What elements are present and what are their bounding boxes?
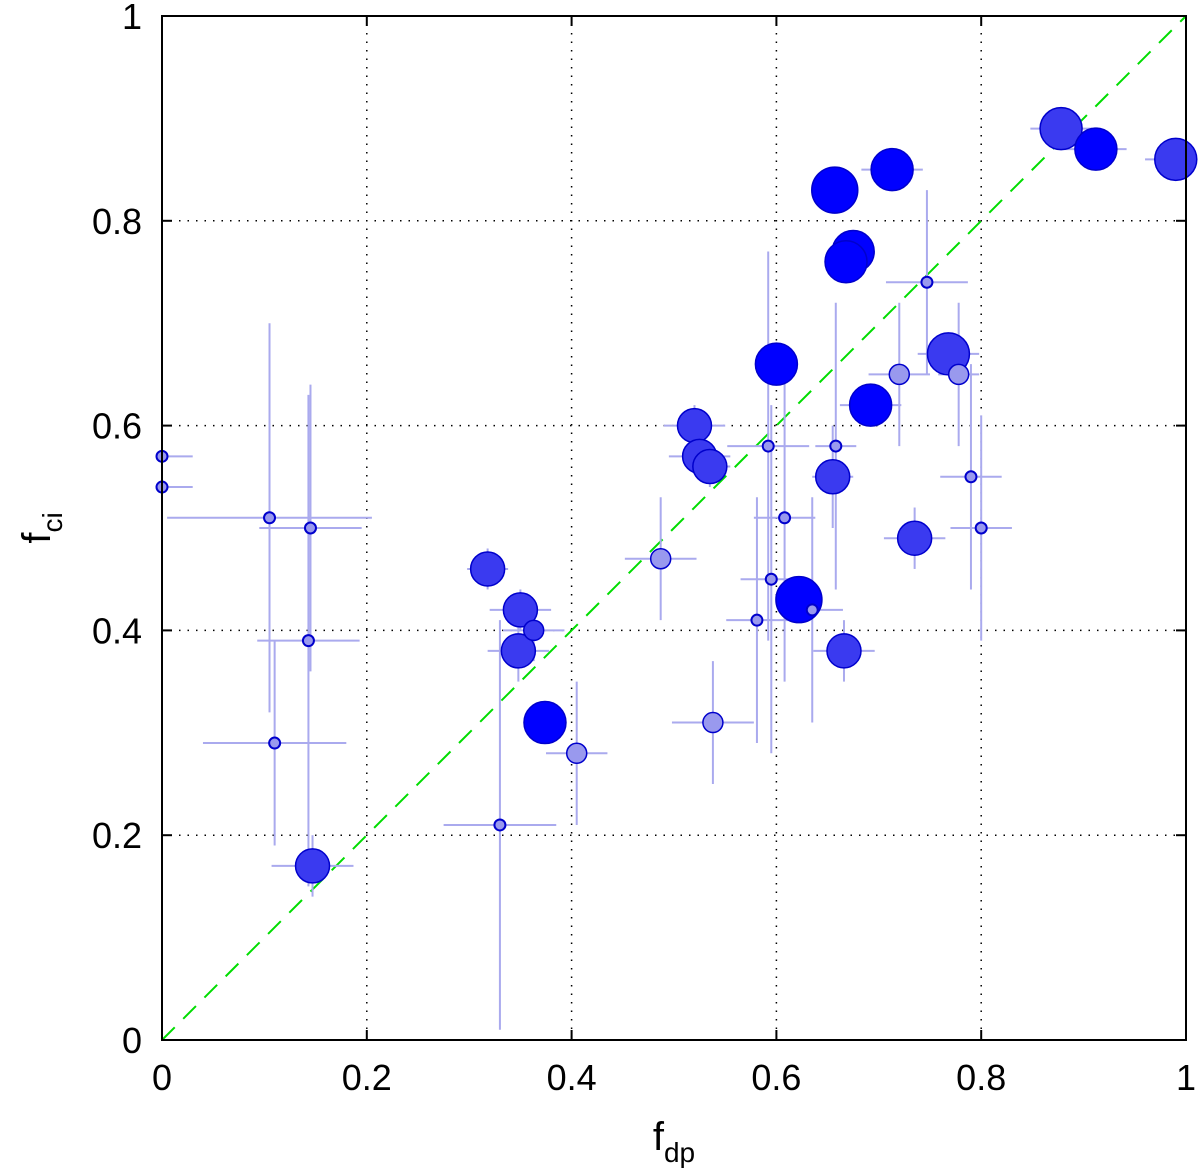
x-tick-label-3: 0.6 — [751, 1057, 801, 1098]
data-point-41 — [1039, 106, 1083, 151]
data-point-12 — [493, 818, 507, 832]
plot-frame — [161, 15, 1187, 1041]
data-point-3 — [303, 521, 317, 535]
data-point-15 — [676, 407, 713, 444]
data-point-6 — [294, 848, 331, 884]
data-point-36 — [920, 275, 934, 289]
x-tick-label-1: 0.2 — [342, 1057, 392, 1098]
data-point-27 — [814, 459, 851, 495]
data-point-19 — [754, 342, 799, 386]
y-tick-label-0: 0 — [122, 1020, 142, 1061]
reference-line-y-equals-x — [161, 15, 1187, 1041]
grid — [162, 16, 1186, 1040]
data-point-34 — [888, 363, 911, 386]
data-points — [155, 106, 1198, 884]
x-axis-label-base: f — [653, 1115, 665, 1159]
y-axis-label: fci — [15, 512, 68, 543]
data-point-14 — [649, 547, 672, 570]
x-tick-label-2: 0.4 — [547, 1057, 597, 1098]
data-point-29 — [811, 166, 859, 214]
data-point-20 — [761, 439, 775, 453]
data-point-21 — [778, 511, 792, 525]
data-point-33 — [848, 383, 893, 427]
y-tick-label-3: 0.6 — [92, 406, 142, 447]
x-tick-labels: 0 0.2 0.4 0.6 0.8 1 — [152, 1057, 1196, 1098]
data-point-35 — [896, 520, 933, 556]
data-point-42 — [1074, 127, 1118, 171]
data-point-17 — [692, 448, 728, 485]
data-point-26 — [829, 439, 843, 453]
data-point-22 — [764, 572, 778, 586]
data-point-10 — [500, 633, 537, 669]
data-point-31 — [824, 240, 868, 284]
y-tick-label-5: 1 — [122, 0, 142, 37]
y-tick-label-4: 0.8 — [92, 201, 142, 242]
x-tick-label-0: 0 — [152, 1057, 172, 1098]
data-point-4 — [301, 634, 315, 648]
x-tick-label-4: 0.8 — [956, 1057, 1006, 1098]
data-point-43 — [1154, 137, 1198, 182]
x-tick-label-5: 1 — [1176, 1057, 1196, 1098]
data-point-40 — [974, 521, 988, 535]
data-point-28 — [826, 633, 862, 669]
data-point-9 — [522, 619, 545, 642]
data-point-8 — [502, 592, 539, 628]
data-point-5 — [268, 736, 282, 750]
y-tick-label-1: 0.2 — [92, 815, 142, 856]
data-point-32 — [870, 147, 914, 192]
axis-ticks — [161, 15, 1187, 1041]
data-point-38 — [947, 363, 970, 386]
data-point-11 — [523, 700, 567, 745]
y-axis-label-base: f — [15, 532, 59, 544]
y-axis-label-sub: ci — [37, 512, 68, 532]
data-point-13 — [565, 742, 588, 765]
y-tick-label-2: 0.4 — [92, 610, 142, 651]
data-point-39 — [964, 470, 978, 484]
data-point-2 — [263, 511, 277, 525]
data-point-7 — [469, 551, 506, 587]
data-point-18 — [702, 711, 724, 734]
x-axis-label-sub: dp — [664, 1137, 695, 1168]
data-point-23 — [750, 613, 764, 627]
data-point-25 — [805, 603, 819, 617]
y-tick-labels: 0 0.2 0.4 0.6 0.8 1 — [92, 0, 142, 1061]
x-axis-label: fdp — [653, 1115, 695, 1168]
